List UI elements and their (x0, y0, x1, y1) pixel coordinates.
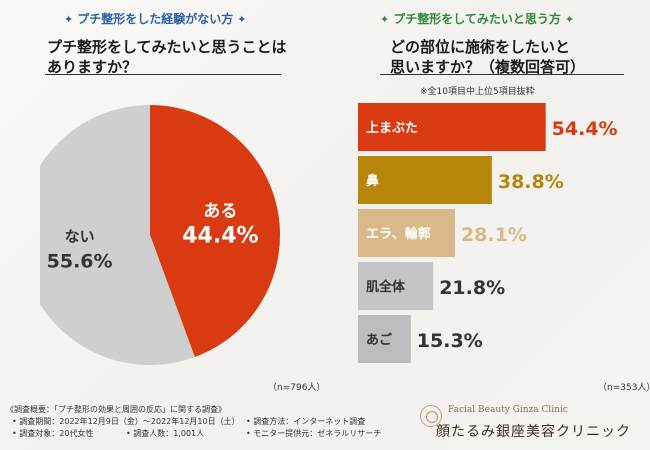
survey-period: • 調査期間：2022年12月9日（金）〜2022年12月10日（土） (12, 417, 240, 426)
left-question: プチ整形をしてみたいと思うことは ありますか？ (47, 37, 297, 77)
right-question-line2: 思いますか？（複数回答可） (390, 58, 586, 76)
left-question-line2: ありますか？ (47, 58, 138, 76)
survey-target: • 調査対象：20代女性 (12, 429, 94, 438)
left-section-tag: ✦ プチ整形をした経験がない方 ✦ (60, 10, 250, 27)
bar-value-label-2: 28.1% (461, 224, 527, 246)
clinic-name-ja: 顔たるみ銀座美容クリニック (436, 424, 631, 440)
pie-slice-1 (40, 105, 195, 365)
survey-count: • 調査人数：1,001人 (126, 429, 205, 438)
right-tag-text: プチ整形をしてみたいと思う方 (393, 12, 561, 26)
left-tag-text: プチ整形をした経験がない方 (77, 12, 234, 26)
bar-4 (358, 315, 411, 363)
bar-category-label-0: 上まぶた (366, 121, 418, 136)
bar-category-label-1: 鼻 (366, 173, 379, 189)
bar-0 (358, 103, 546, 151)
left-question-line1: プチ整形をしてみたいと思うことは (47, 38, 287, 56)
bar-chart: 上まぶた 54.4% 鼻 38.8% エラ、輪郭 28.1% 肌全体 21.8% あご 15.3% (358, 103, 618, 363)
bar-2 (358, 209, 455, 257)
survey-title: 《調査概要：「プチ整形の効果と周囲の反応」に関する調査》 (6, 405, 226, 414)
bar-value-label-4: 15.3% (417, 330, 483, 352)
bar-1 (358, 156, 492, 204)
right-note: ※全10項目中上位5項目抜粋 (420, 87, 535, 97)
left-sample-size: （n=796人） (268, 383, 326, 393)
pie-category-label-1: ない (65, 228, 95, 246)
left-divider (45, 74, 281, 75)
pie-value-label-0: 44.4% (182, 223, 258, 248)
clinic-name-en: Facial Beauty Ginza Clinic (448, 405, 568, 415)
right-question: どの部位に施術をしたいと 思いますか？（複数回答可） (390, 37, 620, 77)
sparkle-icon: ✦ (237, 13, 247, 26)
bar-category-label-2: エラ、輪郭 (366, 226, 431, 242)
bar-3 (358, 262, 434, 310)
clinic-logo-icon (420, 405, 442, 427)
sparkle-icon: ✦ (64, 13, 74, 26)
footer: 《調査概要：「プチ整形の効果と周囲の反応」に関する調査》 • 調査期間：2022… (0, 397, 650, 450)
pie-slice-0 (150, 105, 280, 358)
bar-category-label-3: 肌全体 (366, 279, 406, 295)
bar-category-label-4: あご (366, 332, 393, 348)
sparkle-icon: ✦ (380, 13, 390, 26)
survey-provider: • モニター提供元：ゼネラルリサーチ (246, 429, 382, 438)
sparkle-icon: ✦ (564, 13, 575, 26)
right-question-line1: どの部位に施術をしたいと (390, 38, 571, 56)
pie-value-label-1: 55.6% (47, 251, 113, 273)
survey-method: • 調査方法：インターネット調査 (246, 417, 366, 426)
right-divider (380, 74, 624, 75)
right-sample-size: （n=353人） (598, 383, 650, 393)
bar-value-label-3: 21.8% (439, 277, 505, 299)
bar-value-label-0: 54.4% (552, 118, 618, 140)
right-section-tag: ✦ プチ整形をしてみたいと思う方 ✦ (376, 10, 578, 27)
pie-category-label-0: ある (203, 201, 237, 221)
bar-value-label-1: 38.8% (498, 171, 564, 193)
